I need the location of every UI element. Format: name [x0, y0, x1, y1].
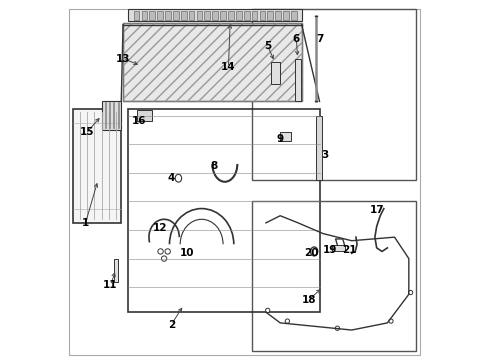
Bar — [275, 11, 281, 20]
Bar — [259, 11, 264, 20]
Text: 18: 18 — [301, 295, 315, 305]
Bar — [134, 11, 139, 20]
Text: 10: 10 — [180, 248, 194, 258]
Bar — [251, 11, 257, 20]
Bar — [181, 11, 186, 20]
Bar — [220, 11, 225, 20]
Bar — [157, 11, 163, 20]
Ellipse shape — [407, 291, 412, 295]
Bar — [142, 11, 147, 20]
Bar — [165, 11, 171, 20]
Text: 1: 1 — [82, 218, 89, 228]
Text: 7: 7 — [315, 34, 323, 44]
Bar — [196, 11, 202, 20]
Bar — [227, 11, 233, 20]
Polygon shape — [73, 109, 121, 223]
Text: 5: 5 — [264, 41, 271, 51]
Bar — [267, 11, 272, 20]
Bar — [251, 202, 415, 351]
Text: 12: 12 — [153, 223, 167, 233]
Bar — [204, 11, 210, 20]
Bar — [280, 132, 290, 141]
Bar — [149, 11, 155, 20]
Bar — [244, 11, 249, 20]
Text: 14: 14 — [221, 63, 235, 72]
Bar — [102, 102, 121, 130]
Bar — [331, 245, 344, 251]
Bar — [294, 59, 300, 102]
Bar — [315, 116, 322, 180]
Text: 8: 8 — [210, 161, 217, 171]
Bar — [188, 11, 194, 20]
Text: 2: 2 — [167, 320, 175, 330]
Bar — [137, 111, 151, 121]
Text: 21: 21 — [341, 245, 356, 255]
Bar — [235, 11, 241, 20]
Bar — [123, 23, 301, 102]
Bar — [123, 23, 301, 102]
Bar — [251, 9, 415, 180]
Text: 16: 16 — [132, 116, 146, 126]
Bar — [212, 11, 218, 20]
Text: 11: 11 — [103, 280, 118, 291]
Bar — [290, 11, 296, 20]
Ellipse shape — [285, 319, 289, 323]
Ellipse shape — [335, 326, 339, 330]
Text: 15: 15 — [80, 127, 94, 137]
Bar — [128, 9, 301, 21]
Text: 3: 3 — [321, 150, 328, 160]
Text: 13: 13 — [116, 54, 130, 64]
Bar — [283, 11, 288, 20]
Text: 19: 19 — [323, 245, 337, 255]
Text: 20: 20 — [304, 248, 318, 258]
Bar — [173, 11, 179, 20]
Text: 17: 17 — [368, 205, 383, 215]
Ellipse shape — [265, 308, 269, 312]
Bar — [271, 62, 280, 84]
Text: 9: 9 — [276, 134, 283, 144]
Ellipse shape — [388, 319, 392, 323]
Bar — [114, 258, 118, 282]
Text: 4: 4 — [167, 173, 175, 183]
Text: 6: 6 — [292, 34, 299, 44]
